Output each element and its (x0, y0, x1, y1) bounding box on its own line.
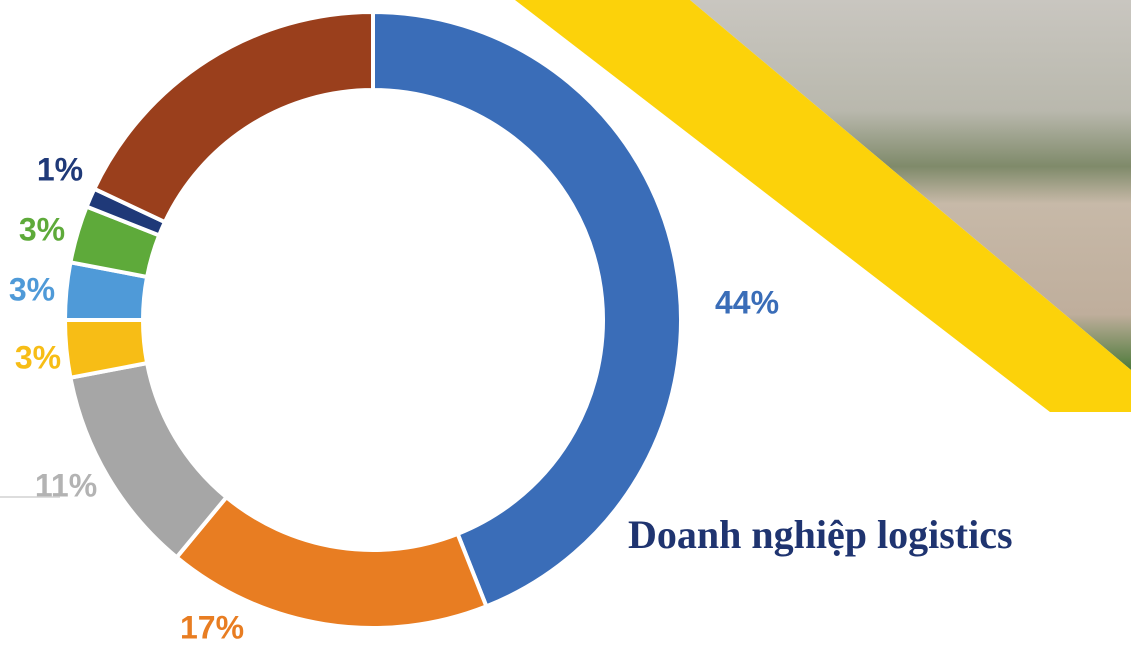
donut-segment (177, 497, 487, 628)
value-label: 3% (9, 271, 55, 307)
donut-segment (94, 12, 373, 222)
chart-title: Doanh nghiệp logistics (628, 512, 1013, 557)
donut-segment (70, 363, 226, 557)
value-label: 17% (180, 609, 244, 645)
value-label: 11% (35, 467, 97, 503)
value-label: 44% (715, 284, 779, 320)
value-label: 3% (15, 339, 61, 375)
donut (65, 12, 681, 628)
value-label: 3% (19, 211, 65, 247)
page: Doanh nghiệp logistics 44% 17% 11% 3% 3% 3% 1% (0, 0, 1131, 652)
value-label: 1% (37, 151, 83, 187)
